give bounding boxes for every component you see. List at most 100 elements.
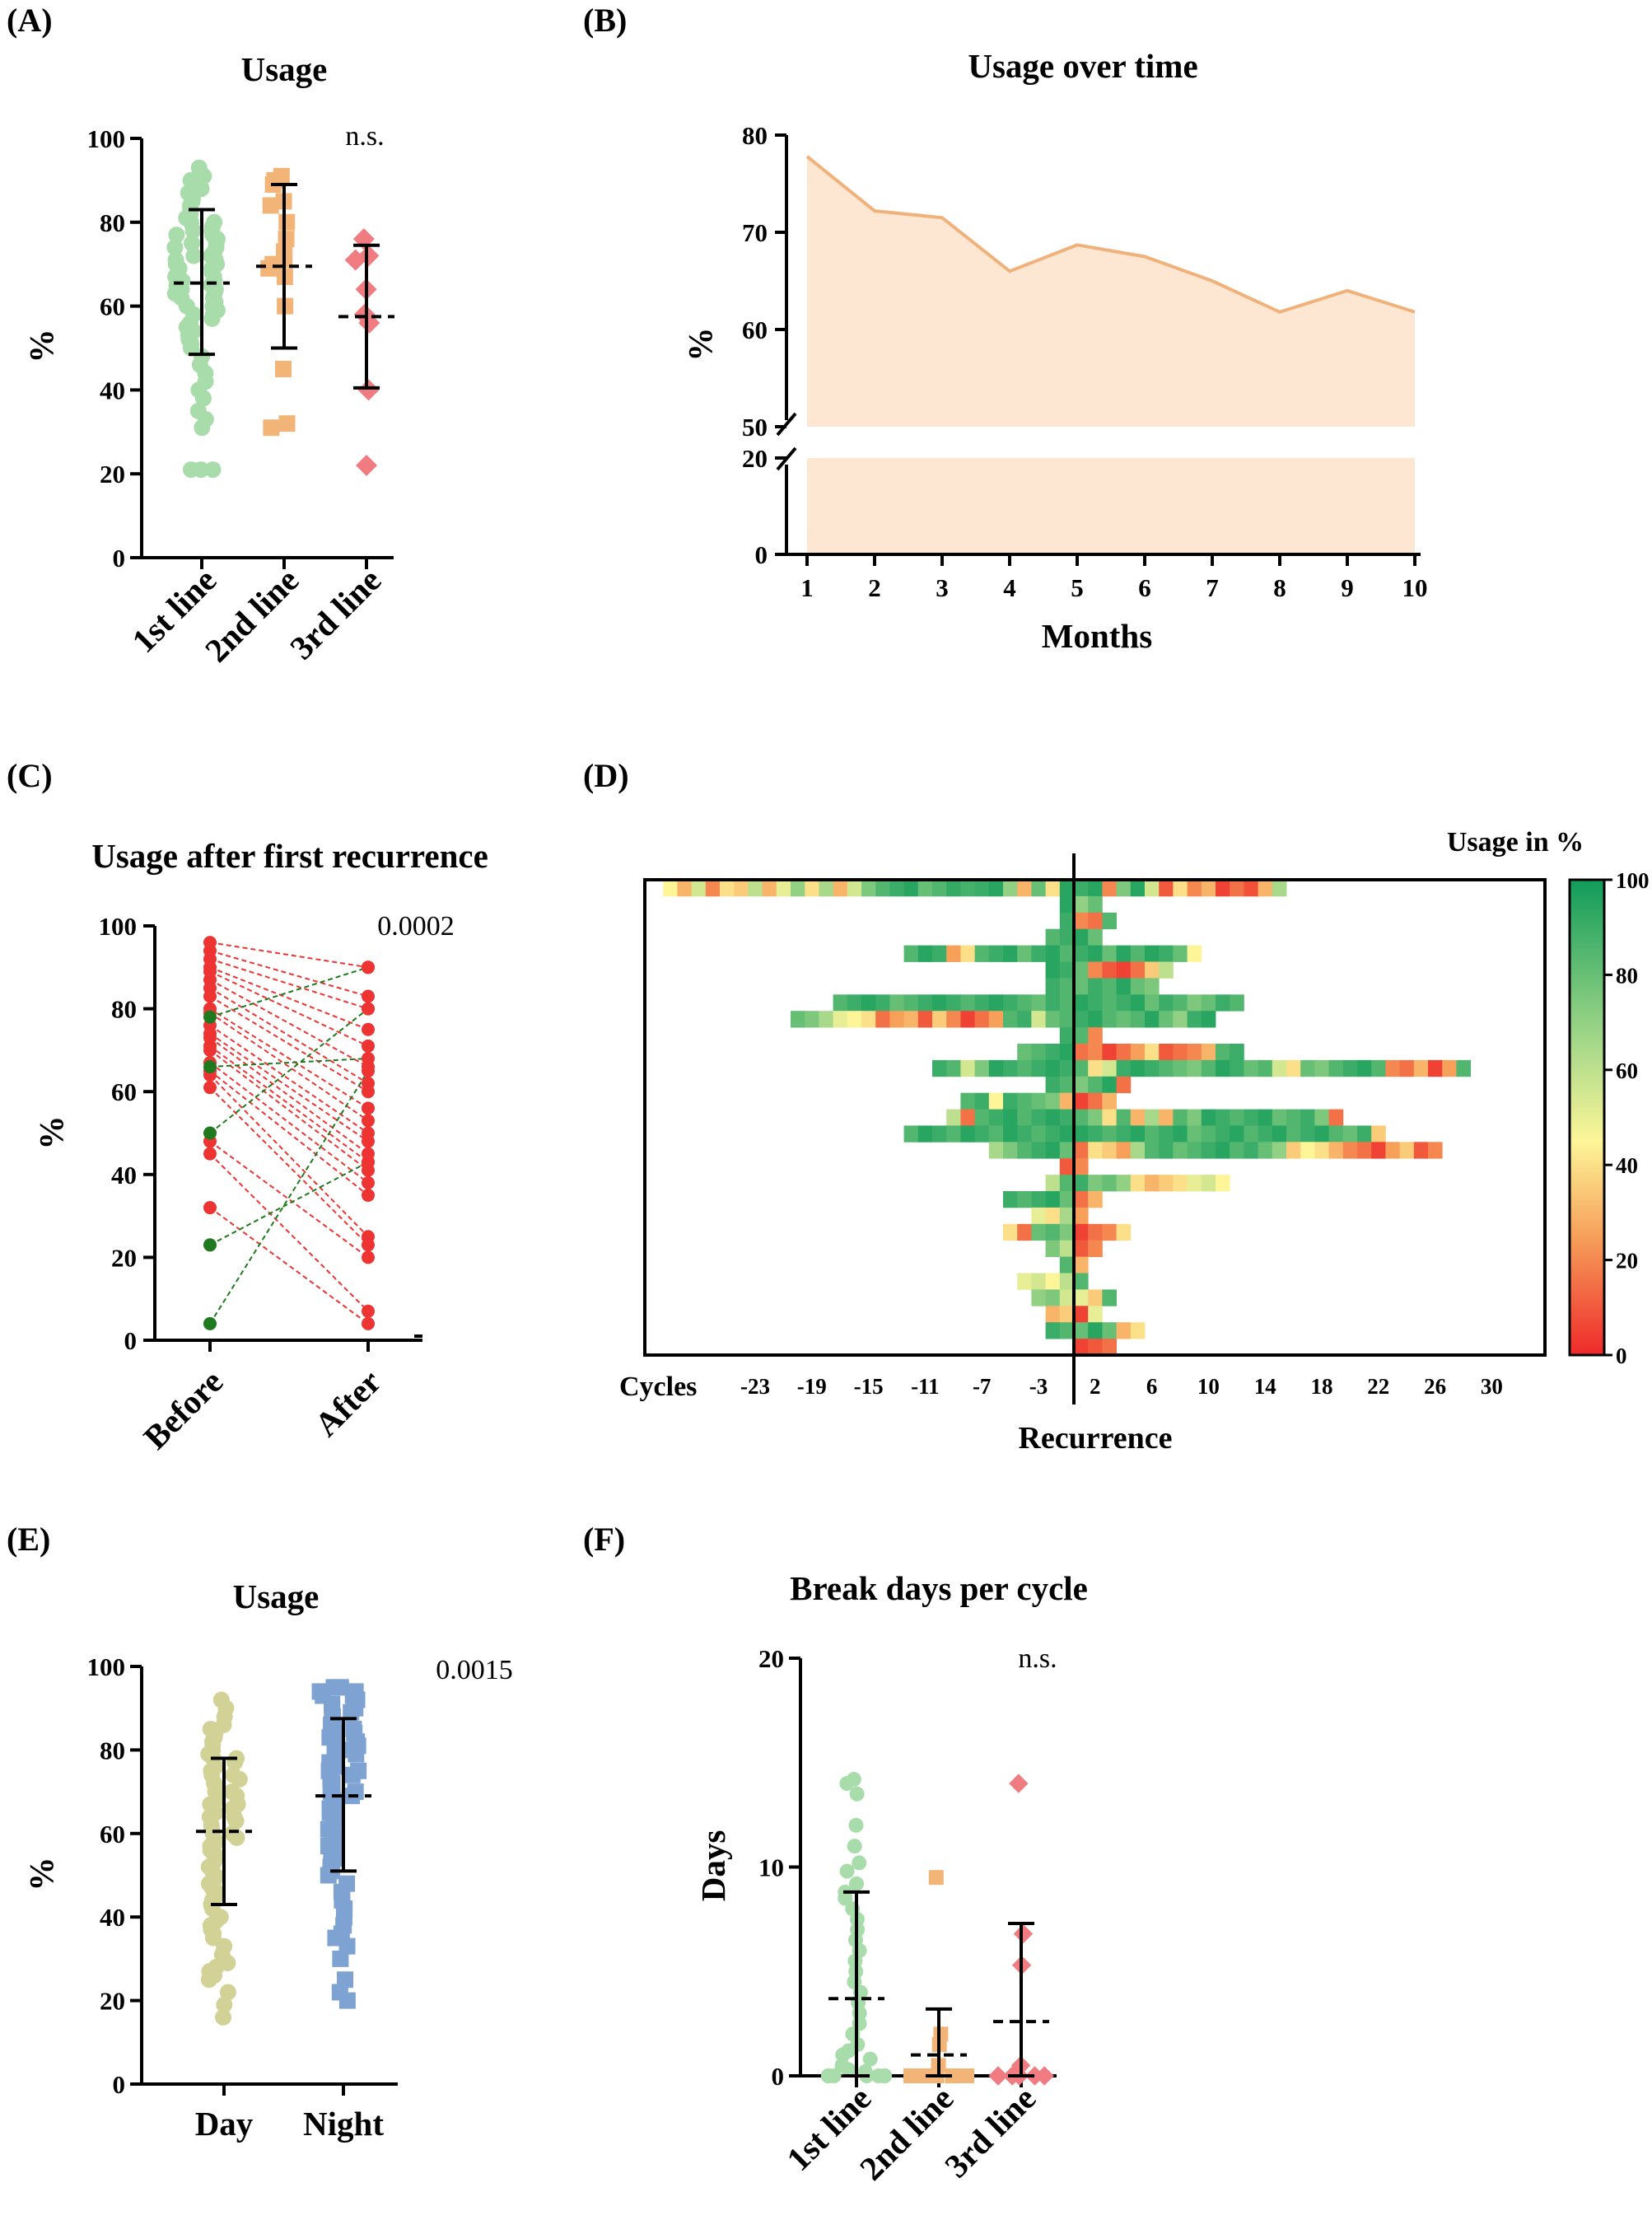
x-tick-label: 30	[1481, 1374, 1503, 1399]
heatmap-cell	[1371, 1142, 1386, 1159]
data-point	[821, 2068, 836, 2083]
data-point	[356, 455, 378, 477]
heatmap-cell	[1059, 1142, 1075, 1159]
heatmap-cell	[1074, 1175, 1089, 1192]
heatmap-cell	[847, 1011, 862, 1028]
heatmap-cell	[1130, 994, 1146, 1012]
heatmap-cell	[1102, 945, 1117, 962]
pair-line	[209, 1152, 369, 1312]
heatmap-cell	[1130, 1059, 1146, 1077]
data-point	[194, 390, 212, 407]
heatmap-cell	[1088, 1059, 1103, 1077]
heatmap-cell	[1116, 945, 1132, 962]
heatmap-cell	[1145, 1044, 1160, 1061]
heatmap-cell	[1088, 1306, 1103, 1323]
heatmap-cell	[1130, 1109, 1146, 1126]
heatmap-cell	[1045, 1092, 1061, 1110]
heatmap-cell	[1059, 1125, 1075, 1143]
heatmap-cell	[1159, 1175, 1174, 1192]
pair-line	[209, 966, 369, 1031]
x-tick-label: 18	[1311, 1374, 1333, 1399]
heatmap-cell	[1116, 1142, 1132, 1159]
heatmap-cell	[1088, 1339, 1103, 1356]
pair-line	[209, 966, 369, 1018]
heatmap-cell	[1456, 1059, 1471, 1077]
heatmap-cell	[1116, 978, 1132, 995]
heatmap-cell	[960, 945, 975, 962]
heatmap-cell	[988, 1125, 1004, 1143]
heatmap-cell	[1159, 1125, 1174, 1143]
data-point	[263, 419, 280, 437]
heatmap-cell	[1130, 961, 1146, 979]
heatmap-cell	[1059, 1191, 1075, 1208]
heatmap-cell	[1031, 1289, 1046, 1306]
heatmap-cell	[1074, 928, 1089, 946]
heatmap-cell	[1003, 994, 1018, 1012]
pair-line	[209, 987, 369, 1084]
heatmap-cell	[946, 945, 961, 962]
colorbar-tick-label: 100	[1616, 868, 1650, 893]
panel-d-cycles-label: Cycles	[619, 1372, 697, 1402]
heatmap-cell	[1059, 1092, 1075, 1110]
heatmap-cell	[805, 1011, 819, 1028]
heatmap-cell	[663, 880, 678, 897]
pair-line	[209, 1032, 369, 1143]
heatmap-cell	[1130, 1142, 1146, 1159]
heatmap-cell	[1102, 961, 1117, 979]
x-tick-label: 2nd line	[852, 2079, 961, 2188]
heatmap-cell	[1088, 1322, 1103, 1339]
heatmap-cell	[1088, 895, 1103, 914]
heatmap-cell	[1173, 1109, 1188, 1126]
heatmap-cell	[1116, 994, 1132, 1012]
heatmap-cell	[1088, 978, 1103, 995]
heatmap-cell	[1399, 1142, 1415, 1159]
heatmap-cell	[1328, 1125, 1344, 1143]
heatmap-cell	[1031, 1223, 1046, 1241]
panel-b-xlabel: Months	[1042, 617, 1152, 655]
heatmap-cell	[1230, 1109, 1244, 1126]
heatmap-cell	[1074, 1273, 1089, 1290]
panel-f-annotation: n.s.	[1018, 1643, 1057, 1674]
heatmap-cell	[1216, 1109, 1230, 1126]
after-point	[362, 1064, 375, 1078]
area-fill-lower	[807, 458, 1415, 554]
panel-d-xlabel: Recurrence	[1018, 1421, 1172, 1456]
heatmap-cell	[1159, 1109, 1174, 1126]
heatmap-cell	[1031, 1191, 1046, 1208]
heatmap-cell	[932, 1011, 947, 1028]
heatmap-cell	[1216, 1044, 1230, 1061]
heatmap-cell	[691, 880, 707, 897]
heatmap-cell	[1428, 1142, 1443, 1159]
heatmap-cell	[1074, 1044, 1089, 1061]
panel-b-title: Usage over time	[968, 47, 1197, 85]
data-point	[1034, 2066, 1054, 2086]
heatmap-cell	[720, 880, 735, 897]
after-point	[362, 1022, 375, 1036]
heatmap-cell	[988, 1011, 1004, 1028]
heatmap-cell	[917, 1011, 933, 1028]
heatmap-cell	[1102, 880, 1117, 897]
heatmap-cell	[1130, 945, 1146, 962]
x-tick-label: 10	[1197, 1374, 1220, 1399]
data-point	[166, 239, 184, 256]
data-point	[278, 213, 296, 231]
heatmap-cell	[791, 1011, 805, 1028]
heatmap-cell	[1116, 1322, 1132, 1339]
heatmap-cell	[1074, 912, 1089, 930]
heatmap-cell	[1045, 1011, 1061, 1028]
y-tick-label: 40	[111, 1161, 137, 1189]
heatmap-cell	[1428, 1059, 1443, 1077]
panel-f-ylabel: Days	[694, 1830, 732, 1902]
heatmap-cell	[946, 994, 961, 1012]
heatmap-cell	[1116, 1044, 1132, 1061]
heatmap-cell	[1088, 1027, 1103, 1045]
x-tick-label: 7	[1206, 573, 1219, 602]
heatmap-cell	[974, 1092, 990, 1110]
heatmap-cell	[748, 880, 763, 897]
y-tick-label: 50	[742, 413, 768, 442]
heatmap-cell	[1003, 1191, 1018, 1208]
heatmap-cell	[1230, 1044, 1244, 1061]
heatmap-cell	[974, 1059, 990, 1077]
heatmap-cell	[974, 1011, 990, 1028]
heatmap-cell	[1074, 880, 1089, 897]
